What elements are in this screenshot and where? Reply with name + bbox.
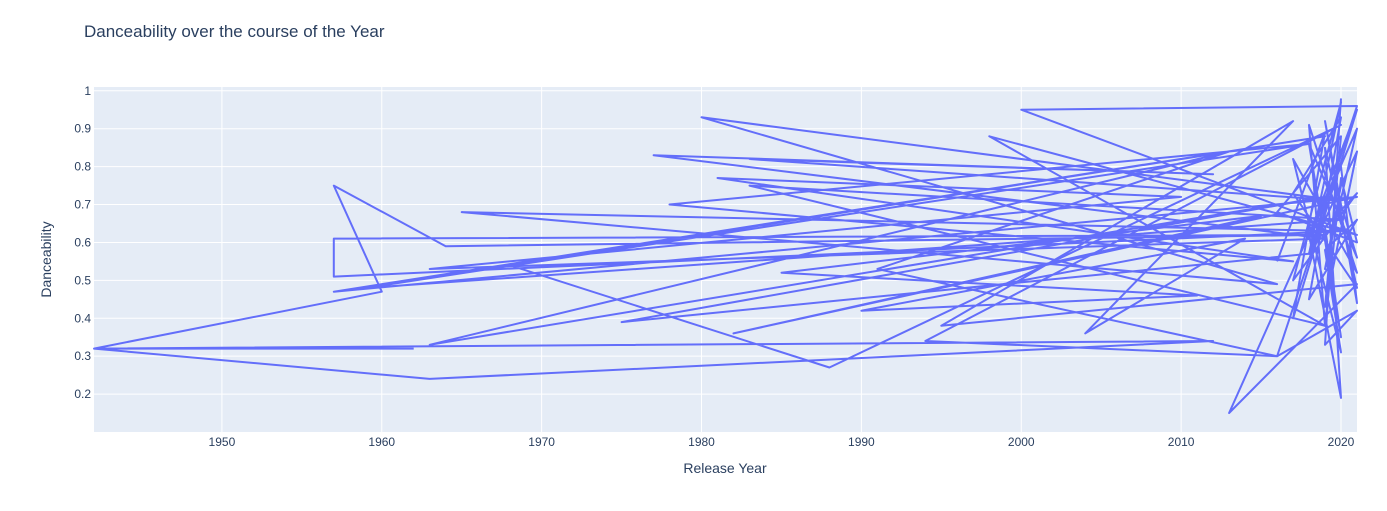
chart-title: Danceability over the course of the Year <box>84 22 385 41</box>
x-tick-label: 2010 <box>1168 435 1195 449</box>
y-tick-label: 1 <box>84 84 91 98</box>
y-axis-title: Danceability <box>38 221 54 297</box>
x-axis-title: Release Year <box>683 460 767 476</box>
y-tick-label: 0.3 <box>74 349 91 363</box>
y-tick-label: 0.8 <box>74 160 91 174</box>
y-tick-label: 0.9 <box>74 122 91 136</box>
y-axis-ticks: 0.2 0.3 0.4 0.5 0.6 0.7 0.8 0.9 1 <box>74 84 91 401</box>
y-tick-label: 0.2 <box>74 387 91 401</box>
x-tick-label: 2020 <box>1328 435 1355 449</box>
x-tick-label: 1980 <box>688 435 715 449</box>
x-tick-label: 2000 <box>1008 435 1035 449</box>
x-tick-label: 1960 <box>368 435 395 449</box>
series-line <box>1276 101 1358 399</box>
y-tick-label: 0.7 <box>74 198 91 212</box>
y-tick-label: 0.5 <box>74 273 91 287</box>
x-axis-ticks: 1950 1960 1970 1980 1990 2000 2010 2020 <box>209 435 1355 449</box>
y-tick-label: 0.4 <box>74 311 91 325</box>
series-line <box>93 98 1358 414</box>
x-tick-label: 1950 <box>209 435 236 449</box>
y-tick-label: 0.6 <box>74 235 91 249</box>
x-tick-label: 1990 <box>848 435 875 449</box>
x-tick-label: 1970 <box>528 435 555 449</box>
series-lines <box>93 98 1358 414</box>
